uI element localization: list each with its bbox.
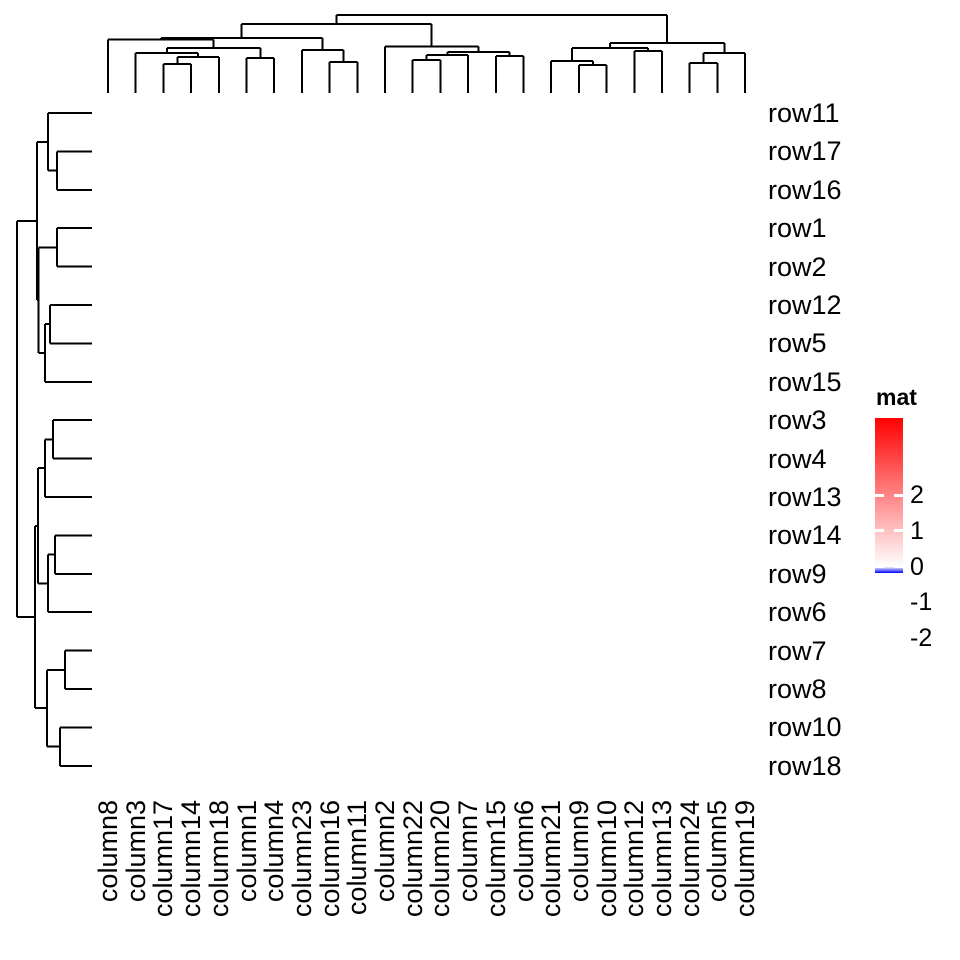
row-label-row2: row2 bbox=[768, 251, 827, 282]
column-label-column22: column22 bbox=[397, 800, 428, 918]
row-label-row1: row1 bbox=[768, 213, 827, 244]
row-label-row6: row6 bbox=[768, 597, 827, 628]
legend-tick-label--1: -1 bbox=[910, 588, 933, 617]
column-label-column11: column11 bbox=[342, 800, 373, 916]
row-label-row12: row12 bbox=[768, 290, 842, 320]
legend-tick-label-1: 1 bbox=[910, 516, 924, 545]
column-label-column24: column24 bbox=[674, 800, 705, 918]
column-label-column15: column15 bbox=[480, 800, 511, 918]
row-dendrogram bbox=[16, 112, 92, 767]
column-label-column9: column9 bbox=[563, 800, 594, 903]
row-label-row15: row15 bbox=[768, 366, 842, 397]
legend-tick-label-2: 2 bbox=[910, 481, 924, 509]
column-dendrogram bbox=[107, 14, 747, 93]
legend-tick-mark bbox=[894, 529, 903, 533]
column-label-column23: column23 bbox=[286, 800, 317, 918]
legend-tick-mark bbox=[894, 493, 903, 497]
legend-title: mat bbox=[876, 384, 917, 410]
column-label-column7: column7 bbox=[453, 800, 484, 903]
column-label-column6: column6 bbox=[508, 800, 539, 903]
legend-tick-mark bbox=[894, 565, 903, 569]
legend-tick-mark bbox=[875, 636, 884, 640]
row-label-row17: row17 bbox=[768, 136, 842, 167]
column-label-column10: column10 bbox=[591, 800, 622, 918]
legend-tick-label--2: -2 bbox=[910, 624, 933, 653]
row-label-row11: row11 bbox=[768, 98, 840, 128]
row-label-row7: row7 bbox=[768, 635, 827, 666]
row-label-row16: row16 bbox=[768, 174, 842, 205]
column-label-column13: column13 bbox=[647, 800, 677, 918]
column-label-column2: column2 bbox=[370, 800, 400, 903]
column-label-column1: column1 bbox=[231, 800, 262, 903]
column-label-column4: column4 bbox=[259, 800, 290, 903]
legend-tick-label-0: 0 bbox=[910, 552, 924, 581]
legend-tick-mark bbox=[875, 600, 884, 604]
row-label-row18: row18 bbox=[768, 750, 842, 781]
row-label-row8: row8 bbox=[768, 674, 827, 704]
row-label-row9: row9 bbox=[768, 558, 827, 589]
column-label-column16: column16 bbox=[314, 800, 345, 918]
column-label-column21: column21 bbox=[536, 800, 567, 918]
column-label-column14: column14 bbox=[176, 800, 207, 918]
row-label-row3: row3 bbox=[768, 405, 827, 436]
row-label-row13: row13 bbox=[768, 482, 842, 512]
legend-tick-mark bbox=[894, 600, 903, 604]
row-label-row5: row5 bbox=[768, 328, 827, 359]
column-label-column3: column3 bbox=[120, 800, 151, 903]
column-label-column17: column17 bbox=[148, 800, 179, 918]
heatmap-body bbox=[95, 95, 759, 785]
column-label-column5: column5 bbox=[702, 800, 733, 903]
column-label-column18: column18 bbox=[203, 800, 234, 918]
column-label-column20: column20 bbox=[425, 800, 456, 918]
legend-tick-mark bbox=[894, 636, 903, 640]
row-label-row14: row14 bbox=[768, 520, 842, 551]
row-label-row4: row4 bbox=[768, 443, 827, 474]
legend-tick-mark bbox=[875, 565, 884, 569]
column-label-column8: column8 bbox=[93, 800, 123, 903]
row-label-row10: row10 bbox=[768, 712, 842, 743]
legend-tick-mark bbox=[875, 493, 884, 497]
column-label-column12: column12 bbox=[619, 800, 650, 918]
legend-tick-mark bbox=[875, 529, 884, 533]
column-label-column19: column19 bbox=[730, 800, 761, 918]
